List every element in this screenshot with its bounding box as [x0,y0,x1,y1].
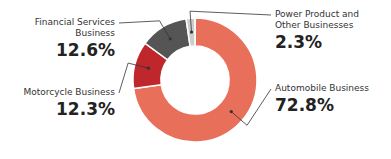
leader-line [190,11,271,32]
slice-label: Power Product andOther Businesses [275,9,359,30]
label-line: Power Product and [275,9,359,19]
leader-dot [169,37,172,40]
label-line: Other Businesses [275,20,354,30]
value-label: 2.3% [275,32,322,52]
slice-label: Motorcycle Business [23,87,115,97]
leader-line [119,21,170,39]
slice-label: Automobile Business [275,83,369,93]
leader-line [119,63,148,93]
slice [145,19,190,60]
label-line: Automobile Business [275,83,369,93]
annotations: Automobile Business 72.8% Motorcycle Busin… [23,9,369,125]
value-label: 72.8% [275,95,334,115]
leader-dot [230,110,233,113]
chart: Automobile Business 72.8% Motorcycle Busin… [0,0,391,159]
value-label: 12.3% [56,99,115,119]
leader-line [231,89,271,125]
value-label: 12.6% [56,40,115,60]
label-line: Business [75,28,115,38]
label-line: Motorcycle Business [23,87,115,97]
leader-dot [147,67,150,70]
slices [133,18,257,142]
leader-dot [190,30,193,33]
slice-label: Financial ServicesBusiness [35,17,116,38]
slice [134,18,257,142]
label-line: Financial Services [35,17,116,27]
